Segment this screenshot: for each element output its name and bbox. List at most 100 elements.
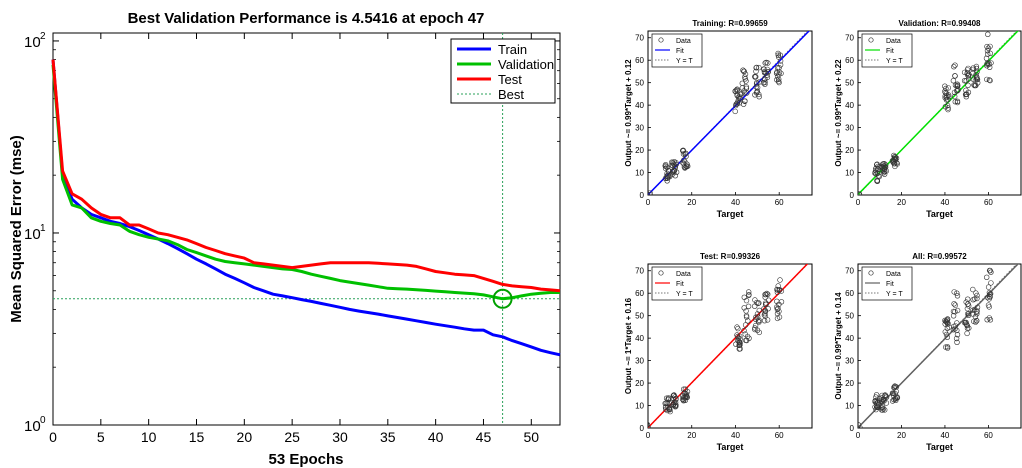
data-point [889, 390, 896, 396]
data-point [741, 327, 747, 334]
data-point [741, 68, 747, 75]
y-tick-label: 30 [635, 124, 644, 133]
legend-label: Data [886, 271, 901, 278]
data-point [739, 80, 745, 87]
data-point [732, 108, 738, 115]
best-point-marker [492, 288, 513, 309]
data-point [666, 396, 672, 402]
data-point [732, 88, 739, 94]
data-point [983, 55, 990, 61]
y-tick-label: 40 [635, 101, 644, 110]
data-point [743, 312, 750, 319]
data-point [764, 290, 770, 297]
y-tick-label: 0 [640, 424, 645, 433]
data-point [879, 407, 886, 413]
data-point [944, 92, 950, 99]
data-point [985, 45, 992, 51]
data-point [872, 399, 878, 405]
data-point [944, 321, 951, 327]
data-point [950, 313, 957, 319]
data-point [987, 293, 993, 300]
regression-plot: 0 10 20 30 40 50 60 70 0 20 40 60 Data Fit Y = T Valida… [834, 19, 1022, 219]
x-tick-label: 40 [731, 431, 740, 440]
data-point [972, 314, 979, 320]
data-point [662, 400, 668, 407]
data-point [963, 78, 969, 84]
y-tick-label: 0 [850, 424, 855, 433]
legend-label: Data [676, 271, 691, 278]
data-point [882, 392, 888, 398]
data-point [737, 346, 743, 352]
data-point [858, 191, 863, 195]
data-point [858, 192, 860, 195]
y-tick-label: 60 [845, 56, 854, 65]
data-point [745, 289, 752, 295]
x-tick-label: 20 [897, 431, 906, 440]
data-point [986, 60, 992, 66]
data-point [984, 317, 990, 323]
train-line [51, 59, 561, 357]
x-tick-label: 30 [332, 429, 348, 445]
data-point [972, 82, 979, 89]
data-point [873, 406, 879, 413]
data-point [858, 424, 859, 428]
data-point [952, 98, 958, 105]
data-point [878, 395, 885, 401]
data-point [944, 325, 951, 331]
data-point [984, 43, 990, 50]
data-point [761, 318, 768, 324]
data-point [973, 290, 979, 296]
data-point [671, 399, 677, 406]
legend-label: Y = T [676, 291, 693, 298]
data-point [986, 289, 993, 296]
y-tick-label: 20 [845, 379, 854, 388]
data-point [764, 317, 771, 323]
data-point [662, 163, 668, 169]
data-point [669, 159, 675, 165]
data-point [664, 178, 670, 184]
regression-plot: 0 10 20 30 40 50 60 70 0 20 40 60 Data Fit Y = T Test: … [624, 252, 813, 452]
data-point [681, 390, 687, 396]
y-tick-label: 70 [845, 267, 854, 276]
x-axis-label: Target [926, 442, 953, 452]
legend-label: Data [676, 38, 691, 45]
data-point [681, 164, 688, 170]
data-point [974, 69, 980, 75]
y-tick-exponent: 0 [40, 415, 46, 426]
data-point [648, 192, 653, 195]
data-point [945, 85, 951, 91]
data-point [987, 50, 993, 56]
data-point [765, 297, 772, 303]
data-point [682, 151, 688, 157]
data-point [874, 170, 881, 177]
legend-label: Validation [498, 57, 554, 72]
data-point [775, 54, 782, 60]
data-point [951, 301, 957, 307]
data-point [878, 405, 885, 411]
y-tick-label: 60 [845, 289, 854, 298]
data-point [742, 98, 748, 104]
data-point [753, 84, 759, 90]
data-point [756, 317, 762, 323]
data-point [881, 171, 888, 177]
data-point [973, 318, 980, 324]
x-axis-label: Target [926, 209, 953, 219]
y-tick-label: 10 [24, 226, 41, 243]
y-tick-label: 60 [635, 56, 644, 65]
data-point [743, 84, 750, 90]
regression-legend: Data Fit Y = T [651, 33, 703, 68]
y-tick-label: 70 [845, 34, 854, 43]
regression-legend: Data Fit Y = T [651, 266, 703, 301]
data-point [893, 155, 900, 161]
data-point [752, 74, 758, 80]
data-point [988, 280, 994, 286]
y-tick-label: 50 [845, 79, 854, 88]
data-point [873, 162, 880, 168]
data-point [662, 404, 669, 410]
data-point [735, 94, 742, 101]
data-point [776, 79, 782, 86]
data-point [951, 93, 958, 100]
data-point [954, 290, 960, 296]
data-point [879, 404, 886, 410]
test-line [51, 59, 561, 293]
